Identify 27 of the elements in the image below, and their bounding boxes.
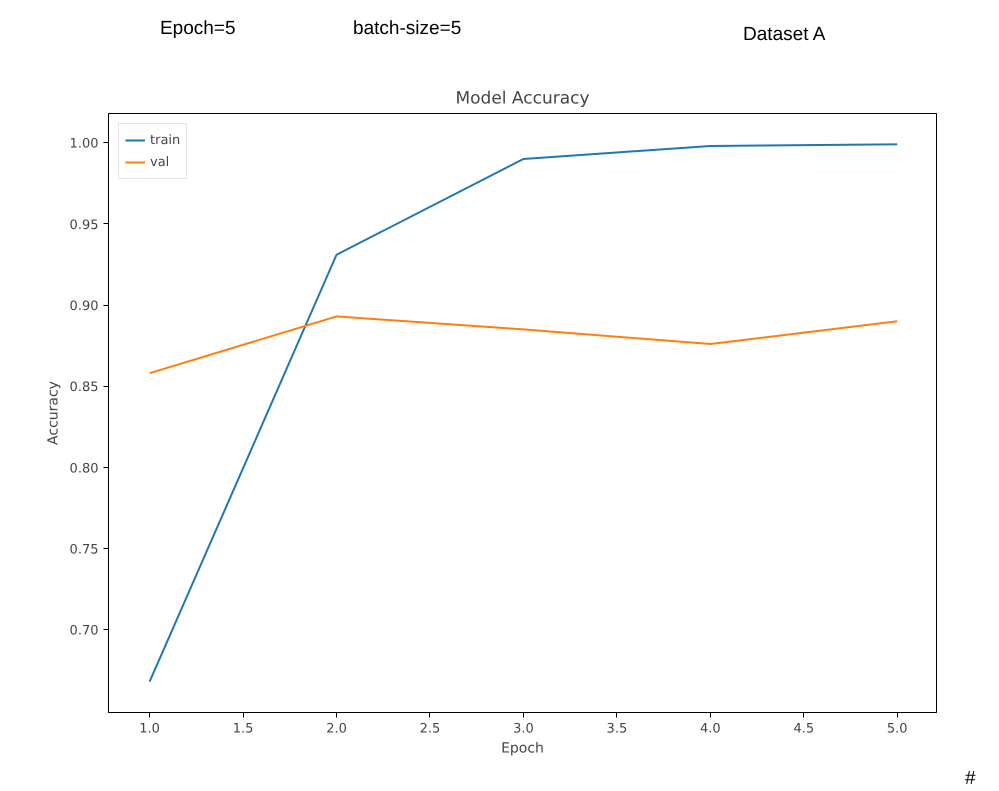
legend-label: val (150, 154, 170, 170)
y-tick-label: 0.95 (70, 218, 99, 233)
legend-label: train (150, 132, 180, 148)
y-tick-label: 1.00 (70, 136, 99, 152)
x-tick-label: 1.5 (232, 722, 254, 736)
y-tick-label: 0.75 (70, 542, 99, 558)
y-tick-label: 0.80 (70, 461, 99, 476)
x-tick-label: 3.5 (606, 722, 628, 736)
y-tick-label: 0.85 (70, 380, 99, 396)
y-tick-label: 0.90 (70, 299, 99, 314)
x-tick-label: 2.5 (420, 722, 440, 736)
x-tick-label: 2.0 (326, 722, 347, 736)
line-series (148, 315, 898, 374)
text: batch-size=5 (353, 17, 462, 41)
text: # (965, 767, 976, 791)
text: Epoch=5 (160, 17, 236, 41)
text: Dataset A (743, 23, 826, 47)
chart-title: Model Accuracy (455, 88, 590, 108)
x-tick-label: 4.5 (793, 722, 814, 736)
y-axis-title: Accuracy (46, 381, 62, 445)
x-tick-label: 3.0 (513, 722, 534, 736)
x-tick-label: 1.0 (139, 722, 160, 736)
x-tick-label: 5.0 (886, 722, 908, 736)
y-tick-label: 0.70 (70, 624, 99, 639)
x-axis-title: Epoch (501, 740, 544, 756)
line-series (148, 143, 898, 683)
x-tick-label: 4.0 (700, 722, 721, 736)
